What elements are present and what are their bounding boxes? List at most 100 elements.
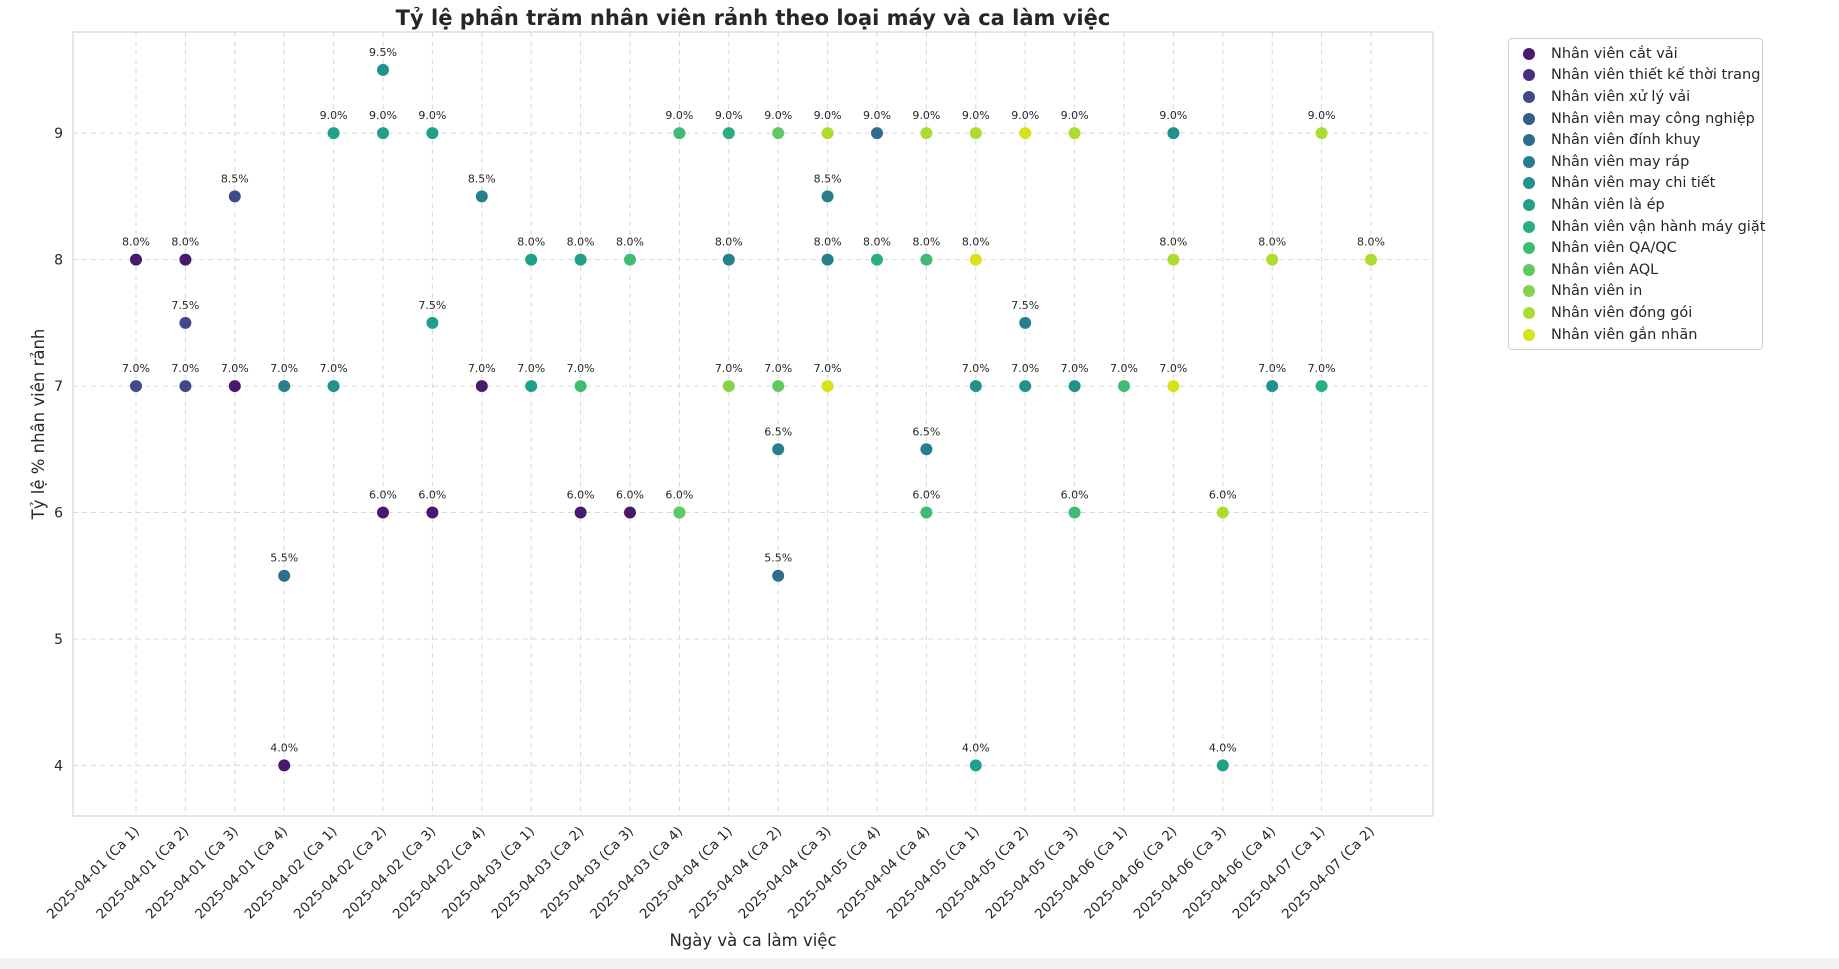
data-point [871, 253, 883, 266]
data-label: 8.0% [616, 236, 644, 249]
data-point [722, 380, 735, 393]
data-label: 9.0% [814, 109, 842, 122]
legend-marker-icon [1523, 47, 1535, 60]
data-point [278, 569, 291, 582]
data-point [130, 253, 142, 266]
legend-label: Nhân viên in [1551, 283, 1643, 300]
x-tick-label: 2025-04-07 (Ca 1) [1230, 824, 1329, 923]
data-label: 7.0% [764, 362, 792, 375]
x-tick-label: 2025-04-06 (Ca 1) [1032, 824, 1131, 923]
legend-label: Nhân viên thiết kế thời trang [1551, 67, 1761, 84]
data-label: 8.0% [1159, 236, 1187, 249]
data-point [772, 127, 785, 140]
data-label: 9.0% [1159, 109, 1187, 122]
legend-marker-icon [1523, 134, 1535, 147]
legend-label: Nhân viên may công nghiệp [1551, 110, 1755, 127]
data-label: 9.0% [912, 109, 940, 122]
legend-item: Nhân viên gắn nhãn [1519, 324, 1752, 346]
x-tick-label: 2025-04-04 (Ca 2) [686, 824, 785, 923]
data-point [821, 127, 834, 140]
x-tick-label: 2025-04-04 (Ca 1) [637, 824, 736, 923]
data-label: 8.5% [814, 172, 842, 185]
plot-area-frame [72, 31, 1434, 817]
data-point [722, 127, 735, 140]
data-point [179, 380, 192, 393]
data-point [327, 380, 340, 393]
data-point [1167, 127, 1180, 140]
data-point [475, 190, 488, 203]
legend-label: Nhân viên đóng gói [1551, 304, 1693, 321]
chart-title: Tỷ lệ phần trăm nhân viên rảnh theo loại… [396, 6, 1111, 30]
legend-marker-icon [1523, 220, 1535, 233]
data-label: 9.0% [369, 109, 397, 122]
y-tick-label: 7 [54, 379, 63, 395]
data-point [426, 127, 439, 140]
data-point [871, 127, 883, 140]
data-point [327, 127, 340, 140]
data-label: 7.0% [517, 362, 545, 375]
data-label: 6.0% [912, 489, 940, 502]
data-label: 6.0% [1061, 489, 1089, 502]
data-label: 5.5% [270, 552, 298, 565]
data-point [278, 759, 291, 772]
data-point [1019, 127, 1032, 140]
legend-marker-icon [1523, 90, 1535, 103]
x-tick-label: 2025-04-03 (Ca 3) [538, 824, 637, 923]
x-tick-label: 2025-04-04 (Ca 4) [834, 824, 933, 923]
data-point [1167, 380, 1180, 393]
grid-lines [73, 32, 1433, 816]
data-point [1266, 380, 1279, 393]
y-tick-label: 4 [54, 758, 63, 774]
data-point [1365, 253, 1377, 266]
data-label: 7.0% [1308, 362, 1336, 375]
data-point [228, 190, 241, 203]
data-label: 6.0% [665, 489, 693, 502]
legend-marker-icon [1523, 263, 1535, 276]
data-point [1216, 506, 1229, 519]
data-label: 8.0% [715, 236, 743, 249]
data-label: 6.0% [616, 489, 644, 502]
data-point [772, 569, 785, 582]
legend-marker-icon [1523, 198, 1535, 211]
data-point [377, 127, 389, 140]
legend-label: Nhân viên vận hành máy giặt [1551, 218, 1766, 235]
legend-item: Nhân viên thiết kế thời trang [1519, 65, 1760, 87]
data-point [920, 127, 933, 140]
data-labels: 8.0% 8.0% 7.0% 4.0% 6.0% 6.0% 7.0% 6.0% 6.0% 7.0%… [122, 46, 1385, 754]
data-label: 7.0% [1159, 362, 1187, 375]
data-point [1019, 316, 1032, 329]
legend-label: Nhân viên là ép [1551, 196, 1665, 213]
x-tick-label: 2025-04-06 (Ca 4) [1180, 824, 1279, 923]
data-point [228, 380, 241, 393]
x-tick-label: 2025-04-05 (Ca 4) [785, 824, 884, 923]
data-point [1216, 759, 1229, 772]
data-point [821, 253, 834, 266]
x-tick-label: 2025-04-01 (Ca 2) [93, 824, 192, 923]
data-label: 8.0% [863, 236, 891, 249]
data-point [920, 253, 933, 266]
data-points [130, 63, 1377, 772]
data-point [475, 380, 488, 393]
data-label: 9.0% [863, 109, 891, 122]
legend-marker-icon [1523, 242, 1535, 255]
data-label: 7.0% [1258, 362, 1286, 375]
data-label: 8.5% [221, 172, 249, 185]
legend-marker-icon [1523, 69, 1535, 82]
data-label: 4.0% [1209, 741, 1237, 754]
data-label: 6.0% [567, 489, 595, 502]
data-point [969, 380, 982, 393]
data-label: 9.0% [418, 109, 446, 122]
data-point [920, 443, 933, 456]
legend-marker-icon [1523, 112, 1535, 125]
legend-item: Nhân viên may ráp [1519, 151, 1752, 173]
x-axis-ticks: 2025-04-01 (Ca 1)2025-04-01 (Ca 2)2025-0… [44, 824, 1378, 923]
legend-marker-icon [1523, 285, 1535, 298]
y-tick-label: 9 [54, 126, 63, 142]
data-label: 7.0% [814, 362, 842, 375]
x-tick-label: 2025-04-03 (Ca 2) [489, 824, 588, 923]
x-tick-label: 2025-04-03 (Ca 4) [587, 824, 686, 923]
legend-item: Nhân viên may chi tiết [1519, 173, 1752, 195]
y-tick-label: 5 [54, 632, 63, 648]
data-point [969, 253, 982, 266]
